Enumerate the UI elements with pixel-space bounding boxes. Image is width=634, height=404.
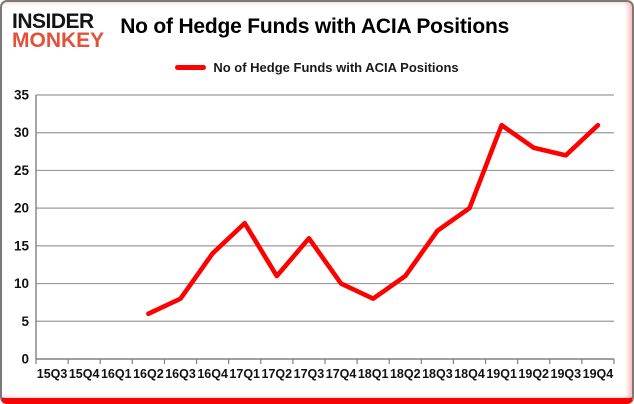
- y-axis-label: 35: [14, 88, 30, 103]
- x-axis-label: 15Q3: [37, 367, 68, 381]
- x-axis-label: 16Q4: [197, 367, 228, 381]
- legend: No of Hedge Funds with ACIA Positions: [2, 60, 632, 75]
- insider-monkey-logo: INSIDER MONKEY: [12, 8, 105, 53]
- x-axis-label: 17Q2: [262, 367, 293, 381]
- legend-line-swatch: [175, 65, 207, 70]
- chart-header: INSIDER MONKEY No of Hedge Funds with AC…: [12, 8, 624, 53]
- x-axis-label: 15Q4: [69, 367, 100, 381]
- x-axis-label: 17Q1: [229, 367, 260, 381]
- y-axis-label: 15: [14, 238, 30, 253]
- y-axis-label: 25: [14, 163, 30, 178]
- x-axis-ticks: [35, 359, 615, 364]
- y-axis-label: 10: [14, 276, 29, 291]
- x-axis-label: 17Q3: [294, 367, 325, 381]
- plot-area: 0 5 10 15 20 25 30 35 15Q3 15Q4 16Q1 16Q2 16Q3 16Q4 17…: [6, 87, 628, 392]
- x-axis-label: 18Q1: [358, 367, 389, 381]
- logo-text-monkey: MONKEY: [12, 29, 105, 53]
- logo-text-insider: INSIDER: [12, 10, 94, 33]
- x-axis-label: 18Q2: [390, 367, 421, 381]
- y-axis-label: 30: [14, 125, 29, 140]
- y-axis-label: 5: [21, 314, 29, 329]
- y-axis-label: 20: [14, 201, 29, 216]
- x-axis-label: 16Q2: [133, 367, 164, 381]
- y-axis-labels: 0 5 10 15 20 25 30 35: [14, 88, 30, 367]
- chart-title: No of Hedge Funds with ACIA Positions: [120, 15, 510, 38]
- x-axis-label: 19Q1: [486, 367, 517, 381]
- legend-label: No of Hedge Funds with ACIA Positions: [213, 60, 459, 75]
- x-axis-label: 19Q2: [518, 367, 549, 381]
- x-axis-label: 16Q1: [101, 367, 132, 381]
- x-axis-label: 19Q3: [551, 367, 582, 381]
- x-axis-label: 18Q3: [422, 367, 453, 381]
- x-axis-label: 19Q4: [583, 367, 614, 381]
- x-axis-labels: 15Q3 15Q4 16Q1 16Q2 16Q3 16Q4 17Q1 17Q2 17Q3 17Q4…: [37, 367, 614, 381]
- gridlines: [36, 94, 614, 322]
- x-axis-label: 17Q4: [326, 367, 357, 381]
- series-line: [146, 122, 601, 317]
- x-axis-label: 18Q4: [454, 367, 485, 381]
- x-axis-label: 16Q3: [165, 367, 196, 381]
- y-axis-label: 0: [21, 352, 29, 367]
